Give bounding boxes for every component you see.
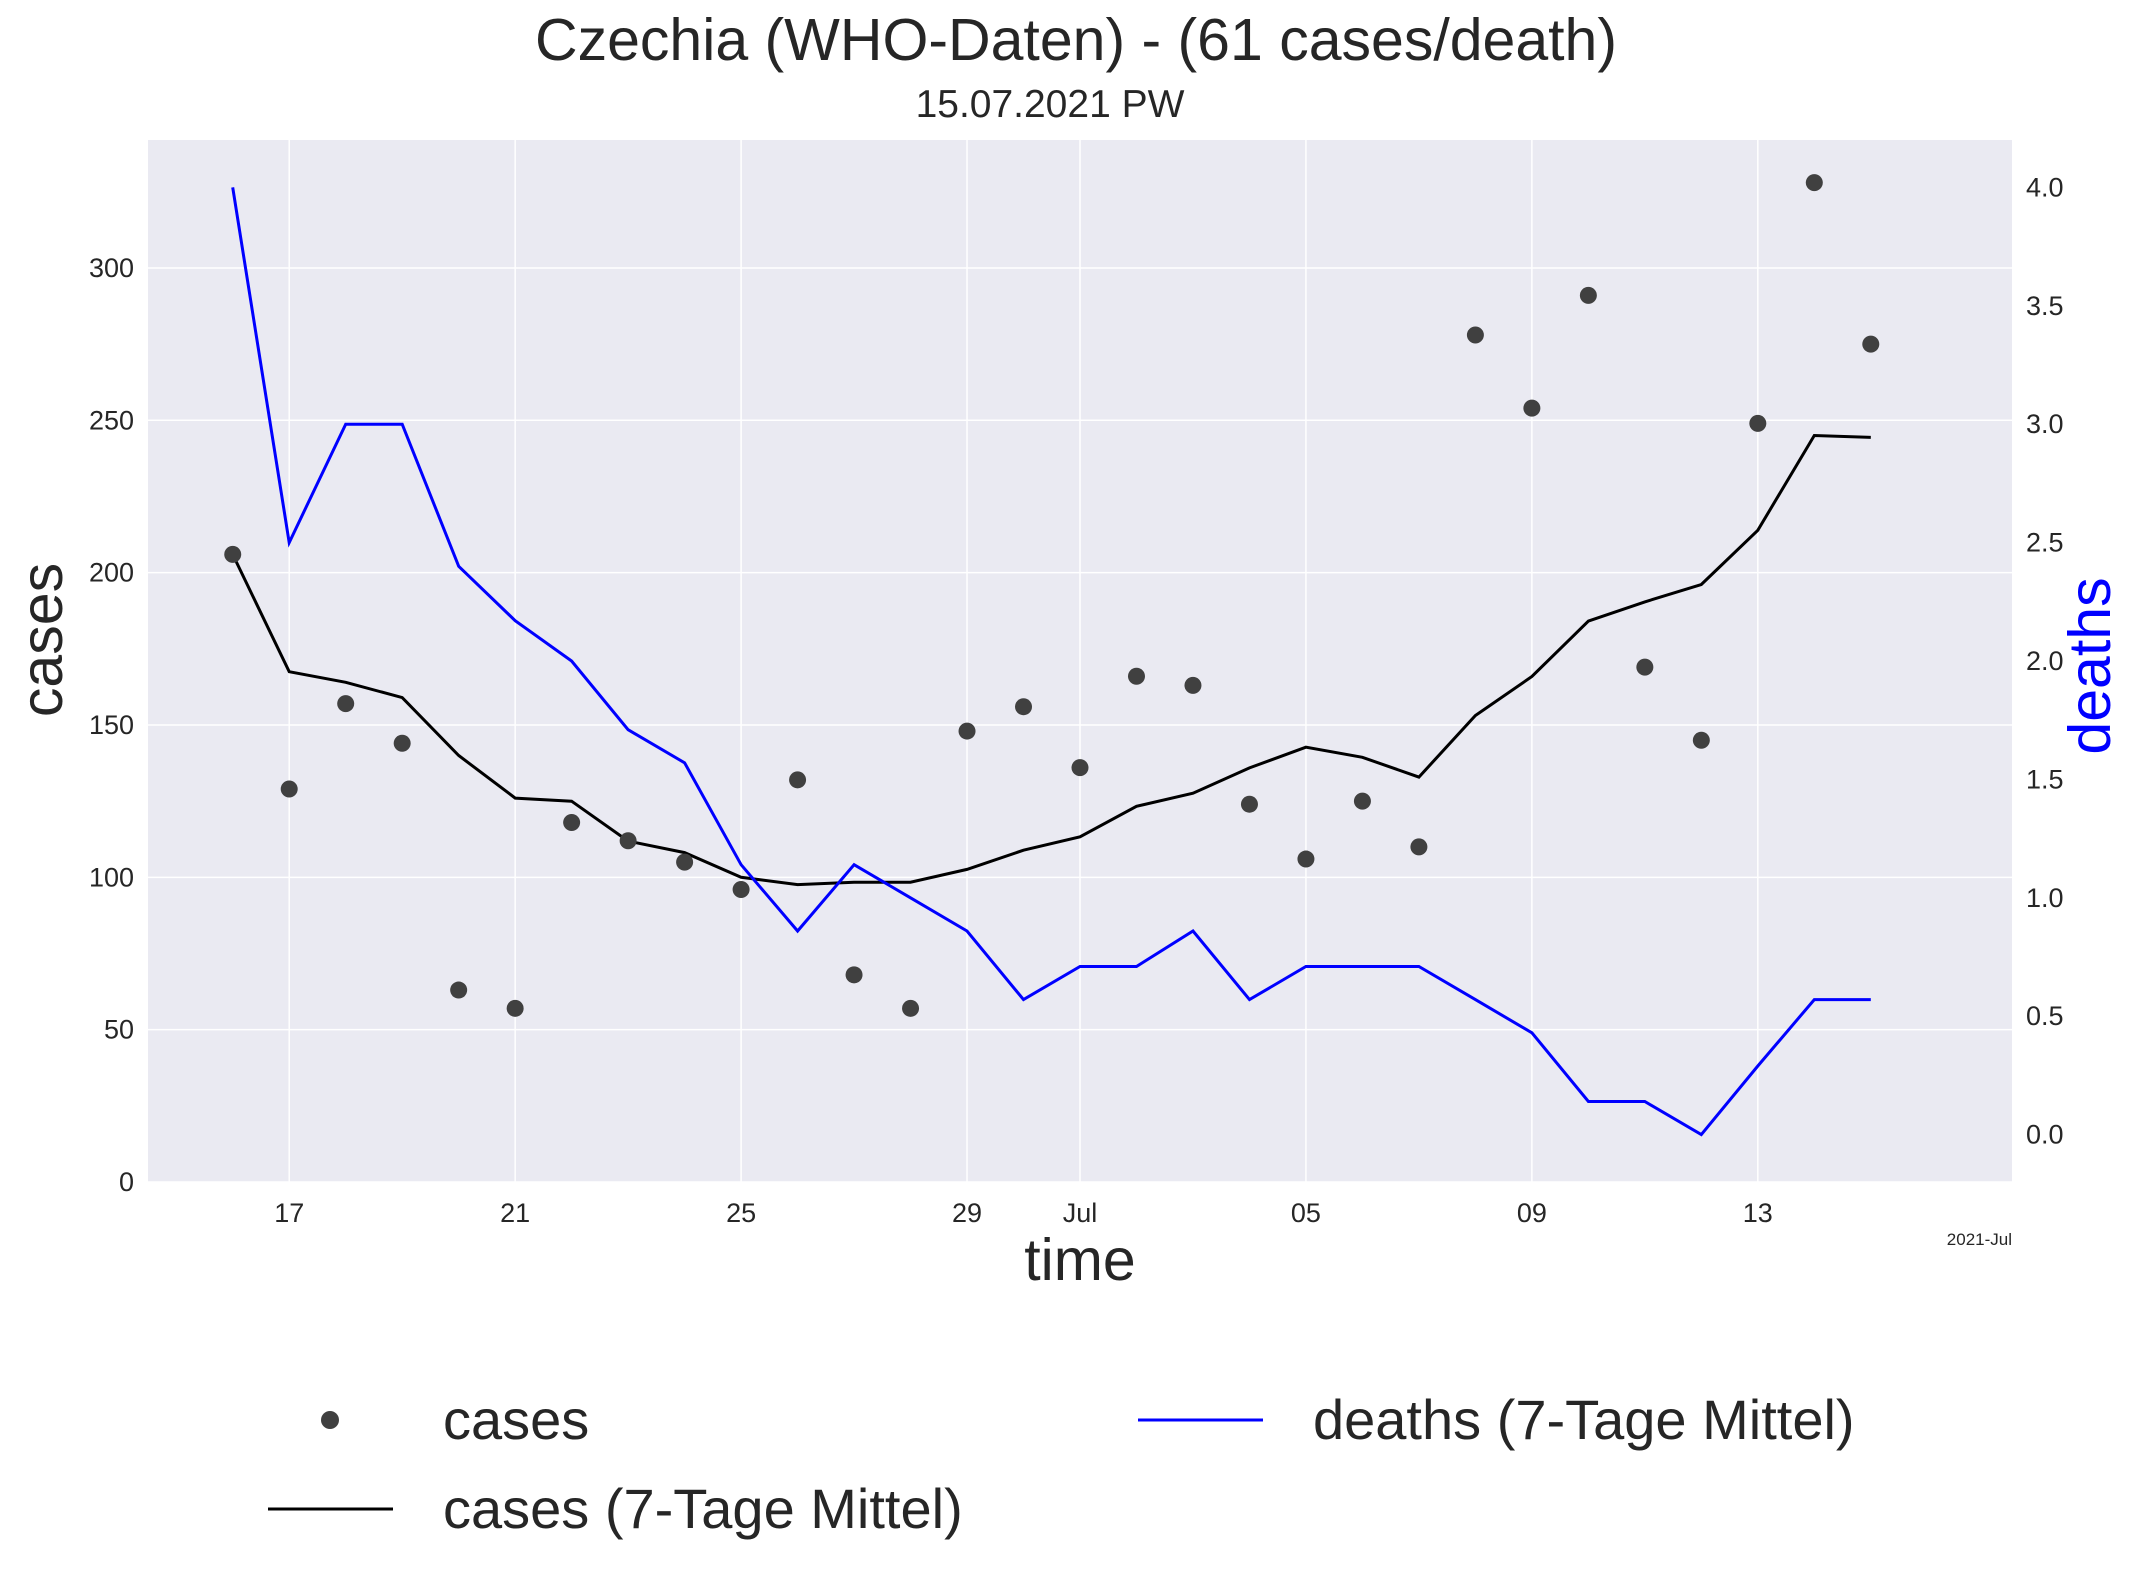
cases-point	[845, 966, 863, 984]
right-y-tick-label: 2.5	[2026, 528, 2064, 558]
cases-point	[1240, 795, 1258, 813]
legend-cases-avg-label: cases (7-Tage Mittel)	[443, 1477, 963, 1540]
x-tick-label: Jul	[1063, 1198, 1098, 1228]
cases-point	[1297, 850, 1315, 868]
cases-avg-line	[231, 433, 1871, 887]
cases-point	[1353, 792, 1371, 810]
left-y-tick-label: 0	[119, 1167, 134, 1197]
left-y-axis-label: cases	[9, 563, 75, 717]
left-y-tick-label: 150	[89, 710, 134, 740]
cases-point	[789, 771, 807, 789]
left-y-axis: 0 50 100 150 200 250 300	[89, 253, 134, 1197]
cases-point	[1862, 335, 1880, 353]
cases-point	[1410, 838, 1428, 856]
cases-point	[1805, 174, 1823, 192]
chart-subtitle: 15.07.2021 PW	[916, 83, 1185, 126]
left-y-tick-label: 250	[89, 405, 134, 435]
right-y-tick-label: 3.5	[2026, 291, 2064, 321]
cases-point	[732, 881, 750, 899]
cases-point	[280, 780, 298, 798]
cases-point	[1127, 667, 1145, 685]
cases-point	[224, 545, 242, 563]
x-tick-label: 21	[500, 1198, 530, 1228]
cases-point	[337, 695, 355, 713]
right-y-tick-label: 0.0	[2026, 1120, 2064, 1150]
cases-point	[1749, 414, 1767, 432]
x-axis-label: time	[1024, 1227, 1135, 1293]
series-layer	[224, 174, 1880, 1137]
x-axis: 17 21 25 29 Jul 05 09 13	[274, 1198, 1773, 1228]
deaths-avg-line	[231, 187, 1871, 1137]
cases-point	[1636, 658, 1654, 676]
right-y-tick-label: 3.0	[2026, 409, 2064, 439]
right-y-tick-label: 1.0	[2026, 883, 2064, 913]
cases-point	[619, 832, 637, 850]
x-tick-label: 09	[1517, 1198, 1547, 1228]
cases-point	[1184, 676, 1202, 694]
x-tick-label: 17	[274, 1198, 304, 1228]
left-y-tick-label: 300	[89, 253, 134, 283]
cases-point	[393, 734, 411, 752]
x-axis-offset-label: 2021-Jul	[1947, 1230, 2012, 1249]
cases-point	[1466, 326, 1484, 344]
x-tick-label: 13	[1743, 1198, 1773, 1228]
legend-cases-marker	[321, 1411, 339, 1429]
left-y-tick-label: 200	[89, 558, 134, 588]
legend-cases-label: cases	[443, 1388, 589, 1451]
cases-point	[1523, 399, 1541, 417]
right-y-axis-label: deaths	[2057, 577, 2123, 754]
cases-point	[958, 722, 976, 740]
cases-point	[1015, 698, 1033, 716]
cases-point	[902, 999, 920, 1017]
grid	[148, 140, 2012, 1183]
x-tick-label: 25	[726, 1198, 756, 1228]
legend: cases cases (7-Tage Mittel) deaths (7-Ta…	[268, 1388, 1855, 1540]
cases-point	[563, 813, 581, 831]
cases-point	[1692, 731, 1710, 749]
right-y-tick-label: 0.5	[2026, 1001, 2064, 1031]
right-y-axis: 0.0 0.5 1.0 1.5 2.0 2.5 3.0 3.5 4.0	[2026, 172, 2064, 1149]
cases-point	[506, 999, 524, 1017]
left-y-tick-label: 50	[104, 1015, 134, 1045]
right-y-tick-label: 1.5	[2026, 764, 2064, 794]
cases-point	[1579, 286, 1597, 304]
right-y-tick-label: 4.0	[2026, 172, 2064, 202]
left-y-tick-label: 100	[89, 862, 134, 892]
x-tick-label: 05	[1291, 1198, 1321, 1228]
legend-deaths-avg-label: deaths (7-Tage Mittel)	[1313, 1388, 1855, 1451]
cases-point	[676, 853, 694, 871]
x-tick-label: 29	[952, 1198, 982, 1228]
cases-point	[450, 981, 468, 999]
right-y-tick-label: 2.0	[2026, 646, 2064, 676]
cases-point	[1071, 759, 1089, 777]
chart-title: Czechia (WHO-Daten) - (61 cases/death)	[535, 7, 1617, 73]
